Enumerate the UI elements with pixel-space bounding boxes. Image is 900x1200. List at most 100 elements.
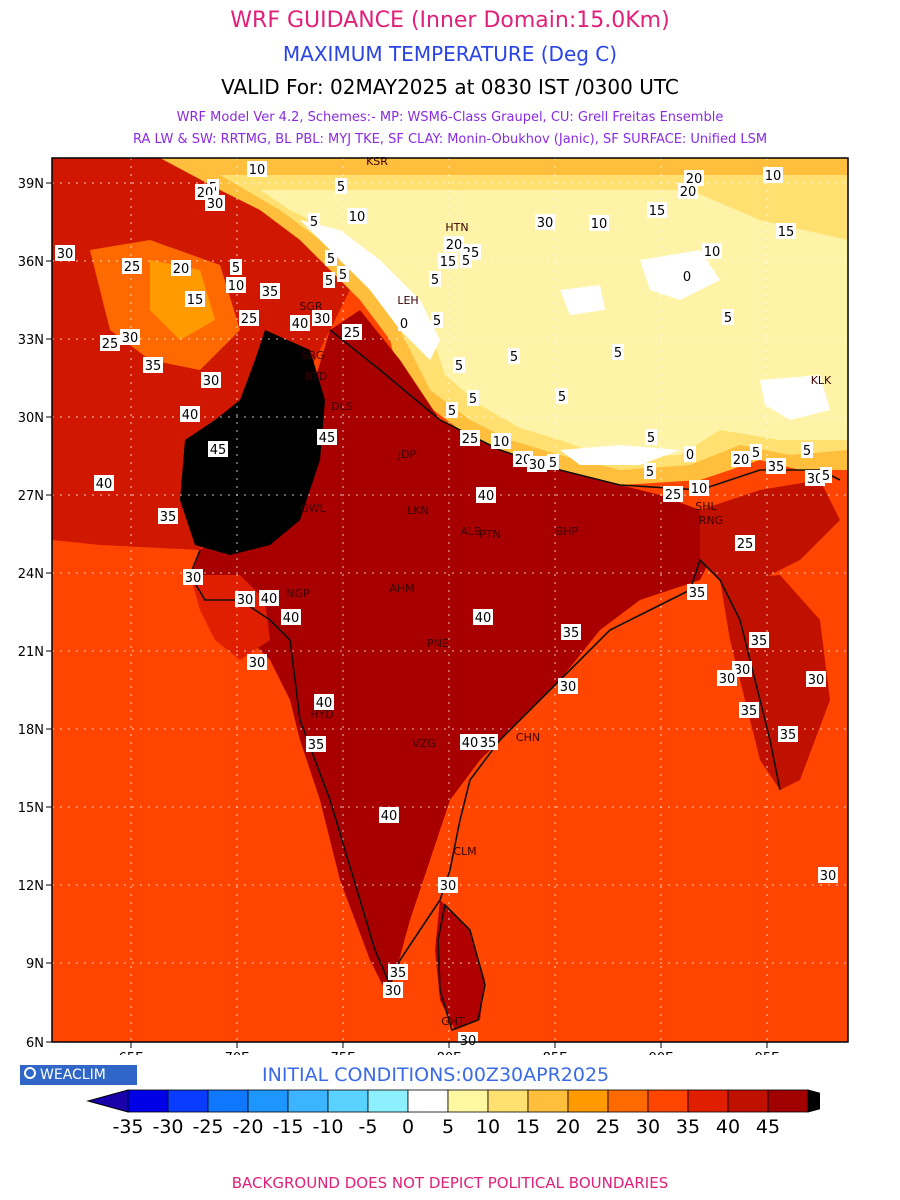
lat-tick-label: 39N <box>18 177 44 192</box>
colorbar-swatch <box>767 1089 809 1113</box>
contour-label-bg <box>438 877 458 893</box>
contour-label: 35 <box>563 626 580 641</box>
weaclim-badge: WEACLIM <box>20 1065 137 1085</box>
contour-label-bg <box>478 734 498 750</box>
contour-label: 0 <box>686 448 694 463</box>
contour-label-bg <box>684 170 704 186</box>
contour-label-bg <box>702 243 722 259</box>
colorbar-swatch <box>567 1089 609 1113</box>
lat-tick-label: 18N <box>18 723 44 738</box>
contour-label: 30 <box>237 593 254 608</box>
contour-label-bg <box>750 444 762 460</box>
contour-label: 5 <box>646 465 654 480</box>
longitude-ticks: 65E 70E 75E 80E 85E 90E 95E <box>119 1042 779 1055</box>
contour-label: 5 <box>462 254 470 269</box>
contour-label: 5 <box>614 346 622 361</box>
contour-label: 30 <box>314 312 331 327</box>
contour-label: 30 <box>249 656 266 671</box>
contour-label-bg <box>317 429 337 445</box>
contour-label-bg <box>460 252 472 268</box>
contour-label: 30 <box>808 673 825 688</box>
contour-label: 30 <box>185 571 202 586</box>
map-frame <box>51 157 849 1043</box>
contour-label: 40 <box>475 611 492 626</box>
contour-label-bg <box>122 258 142 274</box>
contour-label: 0 <box>683 270 691 285</box>
contour-label: 40 <box>261 592 278 607</box>
contour-label: 10 <box>591 217 608 232</box>
contour-label: 5 <box>325 274 333 289</box>
contour-label: 25 <box>344 326 361 341</box>
warm-patch-core <box>150 260 215 340</box>
contour-label: 15 <box>440 255 457 270</box>
chart-title: WRF GUIDANCE (Inner Domain:15.0Km) <box>230 8 670 33</box>
contour-label: 5 <box>803 444 811 459</box>
contour-label-bg <box>663 486 683 502</box>
lon-tick-label: 85E <box>543 1051 568 1055</box>
contour-label: 5 <box>510 350 518 365</box>
contour-label: 5 <box>549 456 557 471</box>
contour-label-bg <box>467 390 479 406</box>
colorbar-swatches <box>86 1089 820 1113</box>
colorbar-tick-label: 20 <box>556 1116 580 1138</box>
contour-label-bg <box>201 372 221 388</box>
contour-label: 5 <box>469 392 477 407</box>
contour-label-bg <box>527 456 547 472</box>
contour-label-bg <box>722 309 734 325</box>
contour-label-bg <box>644 463 656 479</box>
contour-label-bg <box>308 213 320 229</box>
contour-label-bg <box>239 310 259 326</box>
contour-label-bg <box>547 454 559 470</box>
contour-label: 25 <box>665 488 682 503</box>
snow-patch-2 <box>560 285 605 315</box>
contour-label: 25 <box>102 337 119 352</box>
contour-label-bg <box>143 357 163 373</box>
colorbar-tick-label: 45 <box>756 1116 780 1138</box>
contour-label: 10 <box>228 279 245 294</box>
contour-label: 35 <box>390 966 407 981</box>
contour-label: 20 <box>733 453 750 468</box>
contour-label: 30 <box>57 247 74 262</box>
lat-tick-label: 33N <box>18 333 44 348</box>
contour-label: 35 <box>145 359 162 374</box>
contour-label-bg <box>180 406 200 422</box>
lat-tick-label: 30N <box>18 411 44 426</box>
colorbar-tick-label: -10 <box>312 1116 343 1138</box>
station-label: BTD <box>305 370 328 383</box>
contour-label: 30 <box>560 680 577 695</box>
contour-label-bg <box>612 344 624 360</box>
station-label: LEH <box>397 294 418 307</box>
station-label: ALB <box>460 525 481 538</box>
contour-label: 35 <box>751 634 768 649</box>
contour-label: 20 <box>446 238 463 253</box>
contour-label-bg <box>226 277 246 293</box>
contour-label-bg <box>476 487 496 503</box>
colorbar-tick-label: -15 <box>272 1116 303 1138</box>
contour-label-bg <box>491 433 511 449</box>
station-label: CLM <box>453 845 476 858</box>
contour-label-bg <box>749 632 769 648</box>
contour-label-bg <box>687 584 707 600</box>
contour-label-bg <box>290 315 310 331</box>
contour-label-bg <box>259 590 279 606</box>
colorbar-tick-label: 35 <box>676 1116 700 1138</box>
contour-label-bg <box>717 670 737 686</box>
colorbar-tick-label: 10 <box>476 1116 500 1138</box>
contour-label: 30 <box>207 197 224 212</box>
contour-label: 30 <box>203 374 220 389</box>
contour-label-bg <box>247 161 267 177</box>
colorbar-tick-label: 5 <box>442 1116 454 1138</box>
contour-label: 40 <box>462 736 479 751</box>
contour-label: 5 <box>337 180 345 195</box>
contour-label: 30 <box>529 458 546 473</box>
contour-label-bg <box>473 609 493 625</box>
colorbar-swatch <box>447 1089 489 1113</box>
lon-tick-label: 90E <box>649 1051 674 1055</box>
contour-label-bg <box>247 654 267 670</box>
contour-label-bg <box>681 268 693 284</box>
lat-tick-label: 21N <box>18 645 44 660</box>
contour-label: 5 <box>327 252 335 267</box>
model-info: WRF Model Ver 4.2, Schemes:- MP: WSM6-Cl… <box>176 110 724 125</box>
contour-label: 30 <box>440 879 457 894</box>
